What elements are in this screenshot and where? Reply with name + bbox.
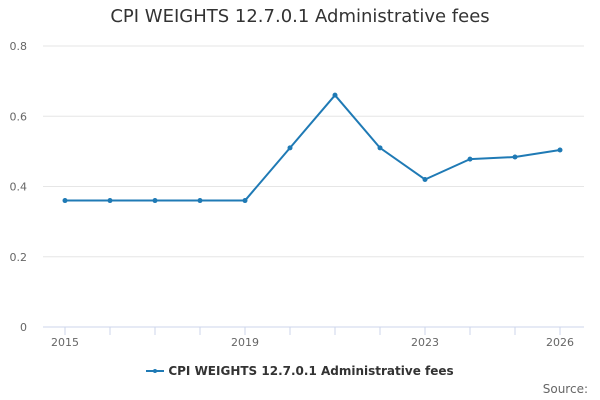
data-point[interactable] [152, 198, 158, 204]
legend-series-marker [146, 366, 165, 376]
data-point[interactable] [287, 145, 293, 151]
chart-title: CPI WEIGHTS 12.7.0.1 Administrative fees [110, 6, 490, 27]
data-point[interactable] [467, 156, 473, 162]
data-point[interactable] [422, 176, 428, 182]
data-point[interactable] [512, 154, 518, 160]
y-tick-label: 0.4 [10, 181, 28, 194]
x-tick-label: 2026 [546, 336, 574, 349]
data-point[interactable] [242, 198, 248, 204]
data-point[interactable] [197, 198, 203, 204]
x-tick-label: 2015 [51, 336, 79, 349]
legend-series-label[interactable]: CPI WEIGHTS 12.7.0.1 Administrative fees [168, 364, 454, 378]
x-tick-label: 2023 [411, 336, 439, 349]
legend[interactable]: CPI WEIGHTS 12.7.0.1 Administrative fees [0, 364, 600, 378]
y-tick-label: 0.6 [10, 110, 28, 123]
data-point[interactable] [377, 145, 383, 151]
y-tick-label: 0.2 [10, 251, 28, 264]
source-label: Source: [542, 382, 588, 396]
y-tick-label: 0.8 [10, 40, 28, 53]
data-point[interactable] [332, 92, 338, 98]
data-point[interactable] [557, 147, 563, 153]
y-tick-label: 0 [20, 321, 27, 334]
series-line [64, 94, 561, 202]
data-point[interactable] [62, 198, 68, 204]
data-point[interactable] [107, 198, 113, 204]
x-tick-label: 2019 [231, 336, 259, 349]
